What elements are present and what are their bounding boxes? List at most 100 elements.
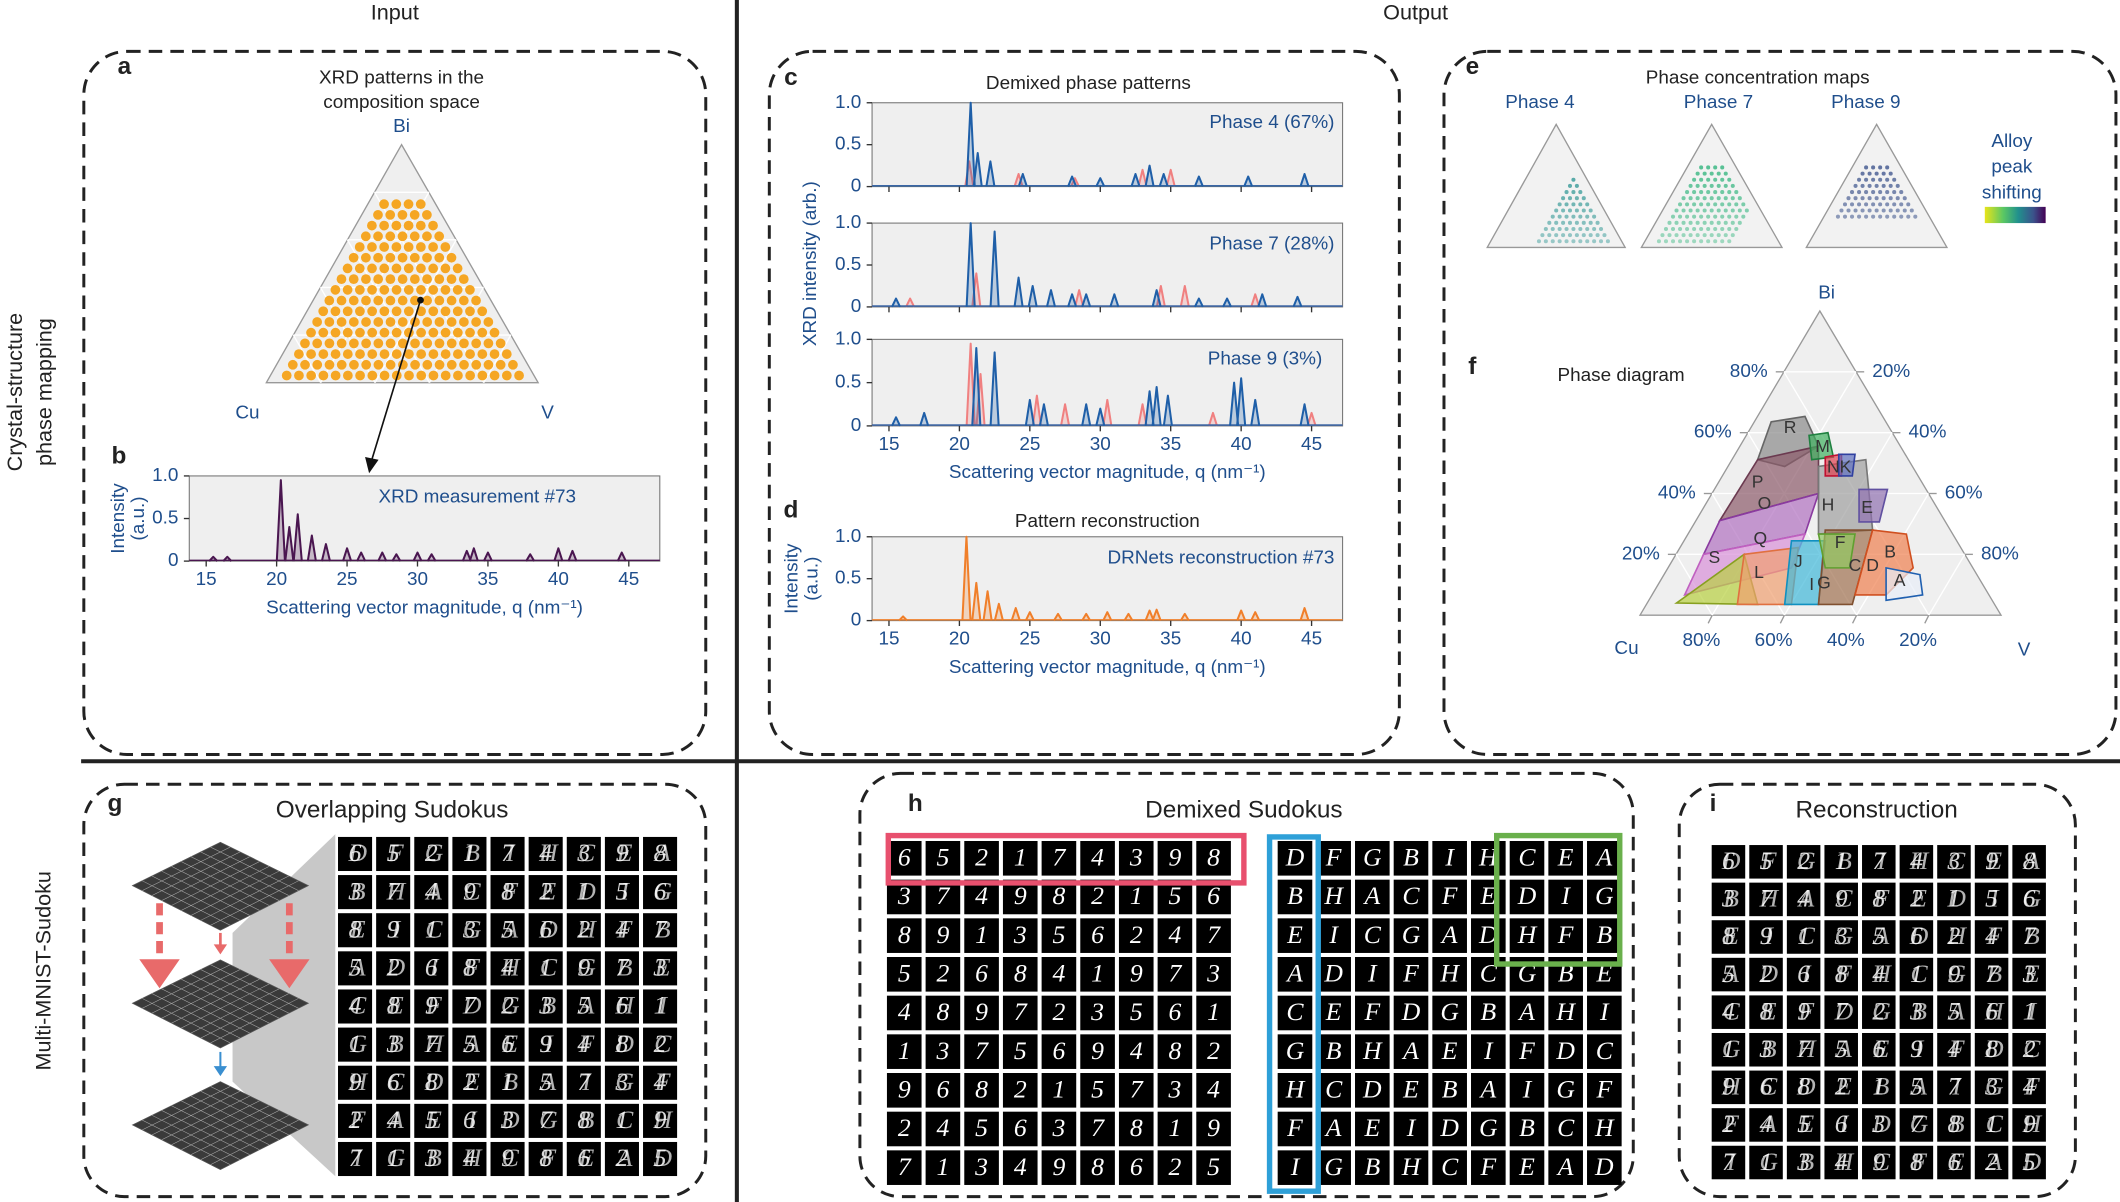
peak [1017, 172, 1028, 187]
peak [1151, 289, 1162, 308]
phase-label: B [1884, 542, 1896, 562]
sudoku-cell [452, 1103, 487, 1138]
letter: B [350, 876, 366, 905]
sudoku-cell [1432, 879, 1467, 915]
colorbar-label: peak [1991, 157, 2033, 178]
composition-dot [391, 349, 402, 359]
map-dot [1688, 183, 1693, 188]
map-dot [1842, 202, 1848, 207]
sudoku-cell [376, 913, 411, 948]
letter: H [1594, 1113, 1615, 1142]
letter: A [1796, 884, 1814, 913]
map-dot [1881, 183, 1886, 188]
letter: F [2023, 1072, 2040, 1101]
letter: I [1763, 921, 1774, 950]
letter: H [1796, 1034, 1817, 1063]
letter: H [1946, 921, 1967, 950]
y-tick-label: 0 [851, 176, 862, 197]
peak [482, 551, 493, 562]
x-tick-label: 35 [477, 569, 498, 590]
sudoku-cell [528, 913, 563, 948]
sudoku-cell [1196, 1034, 1231, 1069]
digit: 8 [616, 1029, 629, 1058]
letter: D [652, 1143, 672, 1172]
peak [1207, 411, 1218, 427]
map-dot [1547, 220, 1552, 225]
composition-dot [281, 370, 292, 381]
map-dot [1692, 226, 1697, 232]
peak [1299, 403, 1310, 427]
sudoku-cell [886, 1150, 922, 1185]
map-dot [1685, 239, 1690, 244]
sudoku-cell [1824, 920, 1858, 954]
digit: 4 [1760, 1109, 1773, 1138]
map-dot [1730, 196, 1735, 201]
composition-dot [403, 220, 414, 231]
letter: C [387, 1067, 405, 1096]
x-tick-label: 35 [1160, 434, 1181, 455]
x-tick-label: 40 [548, 569, 569, 590]
map-dot [1878, 165, 1883, 170]
sudoku-cell [1041, 1111, 1077, 1147]
composition-dot [300, 359, 310, 370]
sudoku-cell [1041, 995, 1077, 1031]
digit: 9 [1872, 1147, 1885, 1176]
map-dot [1741, 214, 1746, 219]
letter: E [1479, 881, 1496, 910]
layer-line [210, 1086, 299, 1131]
composition-dot [416, 242, 426, 252]
layer-line [142, 1086, 231, 1131]
digit: 2 [501, 991, 514, 1020]
phase-label: D [1866, 555, 1879, 575]
letter: D [500, 1105, 520, 1134]
digit: 9 [387, 914, 400, 943]
sudoku-cell [1157, 1150, 1193, 1185]
sudoku-cell [1196, 918, 1231, 953]
letter: C [502, 1143, 520, 1172]
sudoku-cell [1974, 1032, 2009, 1067]
digit: 6 [425, 953, 438, 982]
sudoku-cell [1937, 1108, 1971, 1142]
letter: C [1723, 996, 1741, 1025]
sudoku-cell [1548, 1111, 1583, 1147]
sudoku-cell [414, 1065, 449, 1100]
sudoku-cell [528, 1103, 563, 1138]
map-dot [1567, 233, 1573, 238]
letter: C [1518, 843, 1536, 872]
digit: 2 [1169, 1152, 1182, 1181]
letter: H [652, 1105, 673, 1134]
sudoku-cell [2012, 995, 2046, 1029]
letter: E [1797, 1109, 1814, 1138]
map-dot [1713, 239, 1718, 244]
layer-grid [142, 846, 299, 1165]
map-dot [1692, 239, 1697, 244]
sudoku-cell [376, 875, 411, 910]
composition-dot [318, 327, 329, 338]
composition-dot [440, 327, 451, 338]
vertex-label: V [541, 403, 554, 424]
peak [1299, 172, 1310, 187]
sudoku-cell [604, 1141, 639, 1177]
digit: 6 [387, 1067, 400, 1096]
composition-dot [385, 338, 396, 349]
map-dot [1885, 214, 1890, 219]
composition-dot [318, 349, 329, 359]
sudoku-cell [604, 1027, 639, 1062]
letter: C [1441, 1152, 1459, 1181]
panel-frames [82, 49, 2118, 1199]
letter: G [1797, 846, 1816, 875]
sudoku-cell [1862, 1032, 1896, 1067]
composition-dot [391, 284, 402, 295]
digit: 6 [1760, 1072, 1773, 1101]
map-dot [1727, 177, 1732, 182]
letter: C [1948, 846, 1966, 875]
letter: E [1557, 843, 1574, 872]
letter: E [1286, 920, 1303, 949]
digit: 9 [2023, 1109, 2036, 1138]
letter: G [1363, 843, 1382, 872]
map-dot [1741, 202, 1746, 207]
x-tick-label: 25 [1019, 629, 1040, 650]
sudoku-cell [490, 951, 525, 986]
map-dot [1595, 220, 1600, 225]
map-dot [1564, 202, 1569, 207]
